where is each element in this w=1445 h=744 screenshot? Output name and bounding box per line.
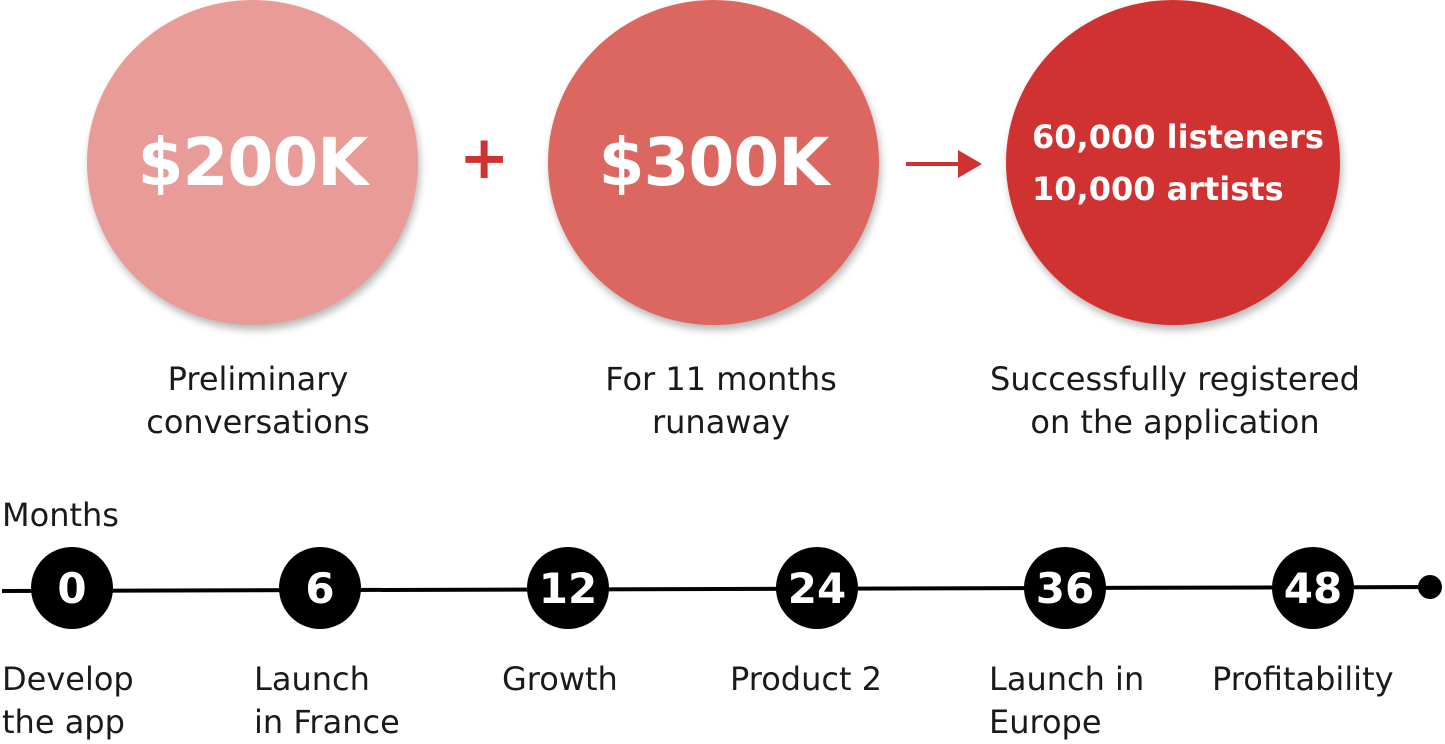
milestone-circle-48: 48 bbox=[1272, 547, 1354, 629]
funding-circle-first: $200K bbox=[87, 0, 418, 325]
milestone-label-0-line-1: Develop bbox=[2, 658, 134, 701]
result-listeners: 60,000 listeners bbox=[1032, 111, 1324, 163]
caption-second-line-2: runaway bbox=[556, 401, 886, 444]
result-circle: 60,000 listeners 10,000 artists bbox=[1006, 0, 1340, 325]
caption-first: Preliminary conversations bbox=[93, 358, 423, 444]
caption-first-line-1: Preliminary bbox=[93, 358, 423, 401]
arrow-right-icon bbox=[906, 146, 982, 182]
milestone-label-12-line-1: Growth bbox=[502, 658, 618, 701]
caption-result-line-1: Successfully registered bbox=[950, 358, 1400, 401]
milestone-label-36: Launch in Europe bbox=[989, 658, 1144, 744]
milestone-circle-24: 24 bbox=[776, 547, 858, 629]
caption-second-line-1: For 11 months bbox=[556, 358, 886, 401]
timeline-axis-label: Months bbox=[2, 494, 119, 537]
timeline-end-dot bbox=[1418, 575, 1442, 599]
milestone-label-24: Product 2 bbox=[730, 658, 882, 701]
milestone-label-48: Profitability bbox=[1212, 658, 1394, 701]
result-artists: 10,000 artists bbox=[1032, 163, 1284, 215]
milestone-label-6-line-1: Launch bbox=[254, 658, 400, 701]
milestone-circle-6: 6 bbox=[279, 547, 361, 629]
caption-result: Successfully registered on the applicati… bbox=[950, 358, 1400, 444]
milestone-circle-0: 0 bbox=[31, 547, 113, 629]
milestone-circle-12: 12 bbox=[527, 547, 609, 629]
plus-icon: + bbox=[459, 128, 507, 188]
caption-result-line-2: on the application bbox=[950, 401, 1400, 444]
funding-amount-second: $300K bbox=[599, 124, 829, 201]
milestone-label-0-line-2: the app bbox=[2, 701, 134, 744]
milestone-label-0: Develop the app bbox=[2, 658, 134, 744]
milestone-label-6-line-2: in France bbox=[254, 701, 400, 744]
milestone-label-36-line-2: Europe bbox=[989, 701, 1144, 744]
milestone-label-36-line-1: Launch in bbox=[989, 658, 1144, 701]
milestone-label-6: Launch in France bbox=[254, 658, 400, 744]
caption-second: For 11 months runaway bbox=[556, 358, 886, 444]
funding-amount-first: $200K bbox=[138, 124, 368, 201]
milestone-label-48-line-1: Profitability bbox=[1212, 658, 1394, 701]
milestone-label-12: Growth bbox=[502, 658, 618, 701]
timeline-line bbox=[0, 540, 1445, 640]
milestone-label-24-line-1: Product 2 bbox=[730, 658, 882, 701]
funding-circle-second: $300K bbox=[548, 0, 879, 325]
milestone-circle-36: 36 bbox=[1024, 547, 1106, 629]
caption-first-line-2: conversations bbox=[93, 401, 423, 444]
